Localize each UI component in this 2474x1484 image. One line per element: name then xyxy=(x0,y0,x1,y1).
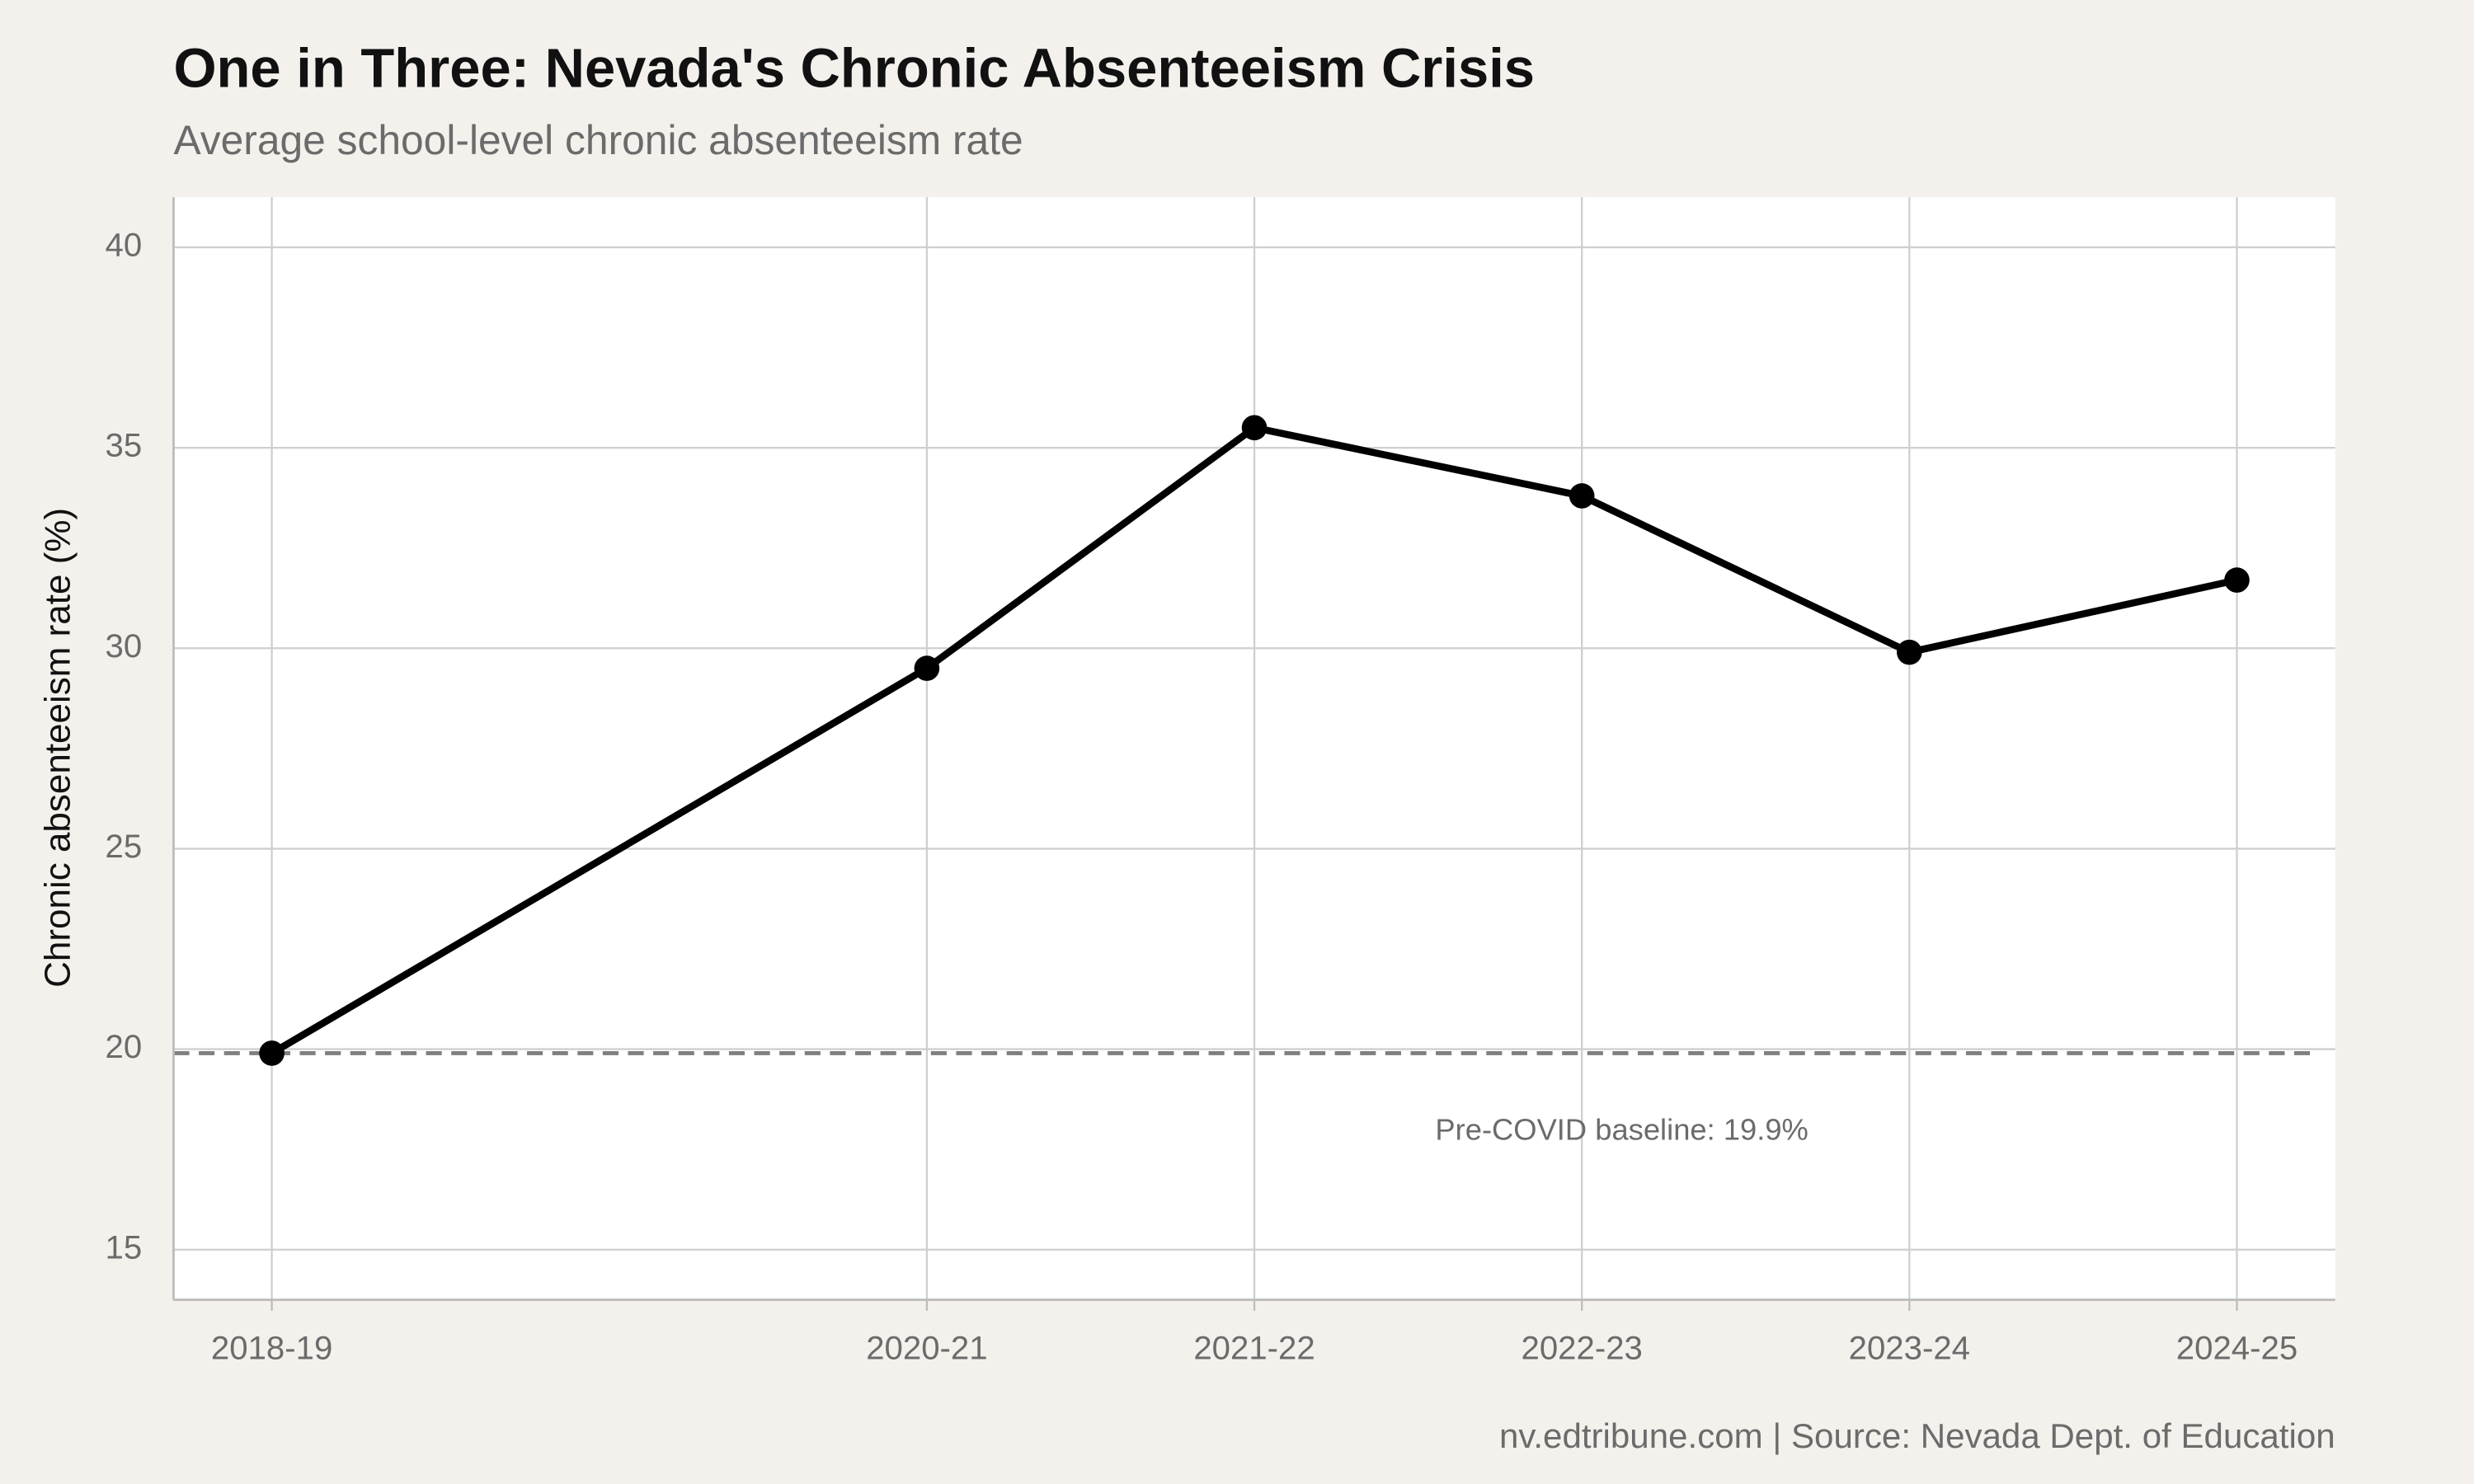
marks-layer xyxy=(259,415,2250,1066)
data-point xyxy=(1897,639,1922,665)
x-tick-label: 2021-22 xyxy=(1193,1329,1315,1366)
data-point xyxy=(2224,567,2250,593)
data-point xyxy=(914,655,940,681)
x-tick-label: 2018-19 xyxy=(211,1329,332,1366)
y-tick-label: 25 xyxy=(106,828,143,865)
x-tick-label: 2022-23 xyxy=(1522,1329,1643,1366)
y-tick-label: 40 xyxy=(106,227,143,264)
reference-label: Pre-COVID baseline: 19.9% xyxy=(1435,1113,1808,1147)
data-line xyxy=(270,424,2238,1057)
x-tick-label: 2024-25 xyxy=(2176,1329,2298,1366)
grid-layer xyxy=(173,197,2335,1300)
chart-subtitle: Average school-level chronic absenteeism… xyxy=(173,117,1023,163)
data-point xyxy=(259,1040,285,1066)
y-tick-label: 35 xyxy=(106,427,143,464)
data-point xyxy=(1569,483,1595,509)
y-tick-label: 30 xyxy=(106,627,143,665)
chart-title: One in Three: Nevada's Chronic Absenteei… xyxy=(173,38,1535,100)
data-point xyxy=(1241,415,1268,441)
x-tick-label: 2020-21 xyxy=(866,1329,987,1366)
y-tick-label: 15 xyxy=(106,1228,143,1266)
y-axis-title: Chronic absenteeism rate (%) xyxy=(37,508,78,988)
caption: nv.edtribune.com | Source: Nevada Dept. … xyxy=(1499,1416,2335,1455)
y-tick-label: 20 xyxy=(106,1028,143,1065)
x-tick-label: 2023-24 xyxy=(1849,1329,1970,1366)
